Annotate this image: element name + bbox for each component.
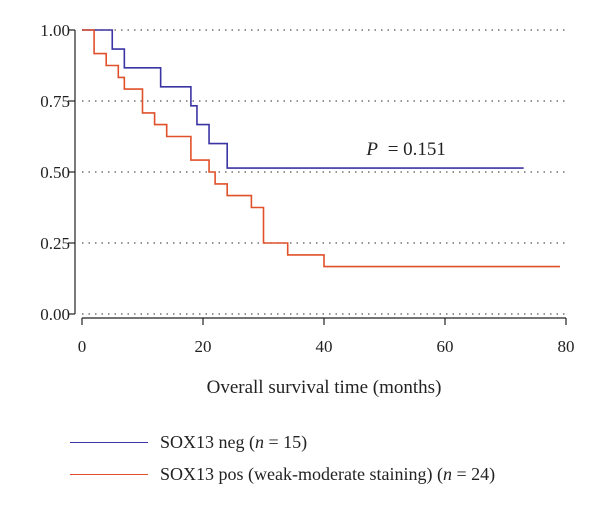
y-tick-label: 0.75 xyxy=(40,92,70,111)
y-tick-label: 0.00 xyxy=(40,305,70,324)
x-tick-label: 20 xyxy=(195,337,212,356)
series-line-pos xyxy=(82,29,560,268)
x-tick-label: 80 xyxy=(558,337,575,356)
y-tick-label: 1.00 xyxy=(40,21,70,40)
x-tick-label: 60 xyxy=(437,337,454,356)
series-line-neg xyxy=(82,29,524,169)
legend-label-pos: SOX13 pos (weak-moderate staining) (n = … xyxy=(160,463,496,484)
x-tick-label: 40 xyxy=(316,337,333,356)
tick-labels: 0.00 0.25 0.50 0.75 1.00 0 20 40 60 80 xyxy=(40,21,574,356)
p-value: = 0.151 xyxy=(388,139,446,160)
p-label: P xyxy=(365,139,378,160)
x-tick-label: 0 xyxy=(78,337,87,356)
p-value-annotation: P = 0.151 xyxy=(365,139,446,160)
legend-label-neg: SOX13 neg (n = 15) xyxy=(160,431,308,452)
gridlines xyxy=(82,29,566,315)
legend-swatch-neg xyxy=(70,441,148,443)
legend-item-pos: SOX13 pos (weak-moderate staining) (n = … xyxy=(70,458,495,490)
legend-item-neg: SOX13 neg (n = 15) xyxy=(70,426,495,458)
series-lines xyxy=(82,29,560,268)
y-tick-label: 0.25 xyxy=(40,234,70,253)
legend-swatch-pos xyxy=(70,473,148,475)
x-axis-title: Overall survival time (months) xyxy=(207,377,442,398)
axes xyxy=(68,29,567,325)
survival-chart: 0.000.250.500.751.000 20 40 60 80 P = 0.151 … xyxy=(40,21,574,398)
y-tick-label: 0.50 xyxy=(40,163,70,182)
legend: SOX13 neg (n = 15) SOX13 pos (weak-moder… xyxy=(70,426,495,490)
